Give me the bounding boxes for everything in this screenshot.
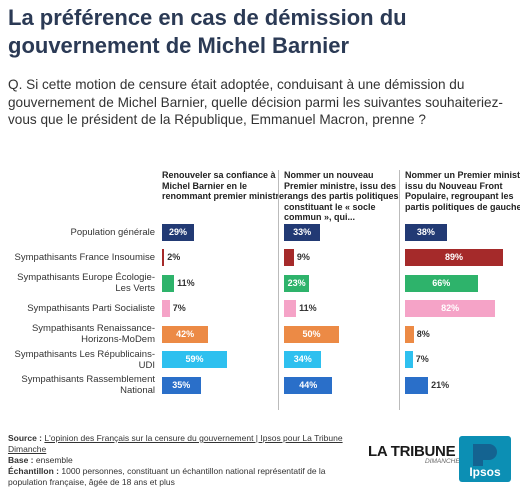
data-label: 50%: [302, 328, 321, 339]
source-label: Source :: [8, 433, 43, 443]
data-label: 66%: [432, 277, 451, 288]
row-label: Sympathisants Renaissance-Horizons-MoDem: [31, 323, 155, 345]
data-label: 11%: [177, 277, 195, 288]
ipsos-logo-text: Ipsos: [469, 465, 501, 479]
data-label: 23%: [287, 277, 306, 288]
sample-label: Échantillon :: [8, 466, 59, 476]
survey-question: Q. Si cette motion de censure était adop…: [8, 77, 503, 127]
bar: [405, 249, 503, 266]
column-divider: [399, 170, 400, 410]
la-tribune-logo: LA TRIBUNE: [368, 443, 456, 460]
data-label: 21%: [431, 379, 450, 390]
bar: [284, 351, 322, 368]
bar: [405, 223, 447, 241]
base-line: Base : ensemble: [8, 455, 348, 466]
ipsos-logo: Ipsos: [459, 436, 511, 482]
data-label: 7%: [172, 303, 186, 313]
bar: [162, 274, 175, 292]
sample-text: 1000 personnes, constituant un échantill…: [8, 466, 326, 487]
bar: [162, 376, 201, 394]
bar: [284, 223, 321, 241]
data-label: 35%: [172, 379, 191, 390]
bar: [405, 300, 496, 317]
data-label: 2%: [167, 252, 181, 262]
data-label: 33%: [293, 226, 312, 237]
base-label: Base :: [8, 455, 34, 465]
page-title: La préférence en cas de démission du gou…: [8, 5, 407, 58]
source-link[interactable]: L'opinion des Français sur la censure du…: [8, 433, 343, 454]
bar: [284, 325, 339, 343]
data-label: 82%: [441, 303, 460, 313]
data-label: 42%: [176, 328, 195, 339]
data-label: 7%: [415, 354, 429, 364]
row-label: Sympathisants France Insoumise: [14, 252, 155, 263]
data-label: 44%: [299, 379, 318, 390]
data-label: 89%: [444, 252, 463, 262]
sample-line: Échantillon : 1000 personnes, constituan…: [8, 466, 348, 488]
bar: [284, 249, 294, 266]
row-label: Sympathisants Parti Socialiste: [27, 303, 155, 314]
bar: [284, 300, 297, 317]
data-label: 34%: [293, 354, 312, 364]
bar: [284, 376, 333, 394]
footer-notes: Source : L'opinion des Français sur la c…: [8, 433, 348, 488]
data-label: 29%: [168, 226, 187, 237]
bar: [162, 351, 227, 368]
data-label: 59%: [185, 354, 204, 364]
data-label: 9%: [296, 252, 310, 262]
bar: [162, 249, 165, 266]
data-label: 8%: [416, 328, 430, 339]
bar: [284, 274, 310, 292]
source-line: Source : L'opinion des Français sur la c…: [8, 433, 348, 455]
row-label: Sympathisants Les Républicains-UDI: [14, 348, 155, 371]
column-header-3: Nommer un Premier ministre issu du Nouve…: [405, 170, 520, 212]
bar: [162, 300, 170, 317]
base-text: ensemble: [35, 455, 73, 465]
bar: [405, 351, 413, 368]
data-label: 11%: [299, 303, 317, 313]
la-tribune-logo-sub: DIMANCHE: [425, 458, 460, 465]
bar: [162, 325, 209, 343]
row-label: Sympathisants Rassemblement National: [21, 374, 155, 396]
column-header-1: Renouveler sa confiance à Michel Barnier…: [162, 170, 285, 201]
column-header-2: Nommer un nouveau Premier ministre, issu…: [284, 170, 399, 222]
bar: [405, 274, 478, 292]
row-label: Population générale: [70, 226, 155, 238]
data-label: 38%: [416, 226, 435, 237]
row-label: Sympathisants Europe Écologie-Les Verts: [17, 272, 155, 294]
column-divider: [278, 170, 279, 410]
bar: [405, 325, 414, 343]
bar: [162, 223, 194, 241]
bar: [405, 376, 429, 394]
